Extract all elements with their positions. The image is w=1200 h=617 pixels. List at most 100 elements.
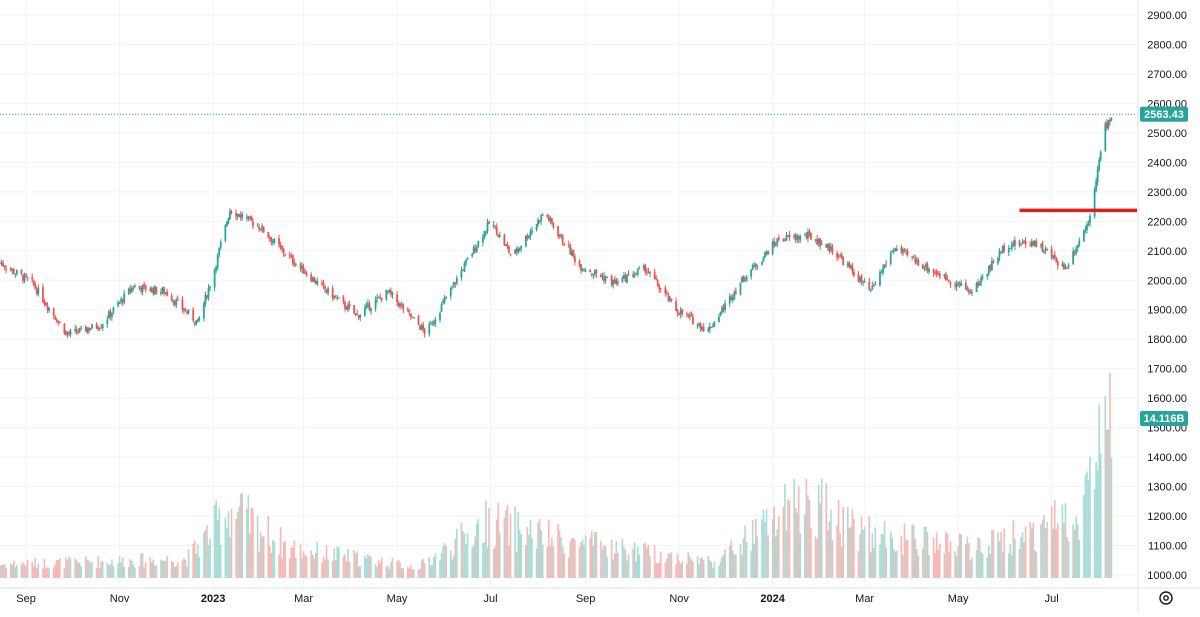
candle-body xyxy=(932,268,935,274)
candle-body xyxy=(120,298,123,303)
volume-bar xyxy=(327,559,329,578)
candle-body xyxy=(374,299,377,309)
candle-body xyxy=(935,271,938,275)
candle-body xyxy=(293,262,296,266)
volume-bar xyxy=(37,563,40,578)
candle-body xyxy=(42,287,44,303)
candle-body xyxy=(621,277,624,283)
volume-bar xyxy=(932,537,935,578)
volume-bar xyxy=(408,568,411,578)
volume-bar xyxy=(632,548,634,578)
volume-bar xyxy=(664,562,667,578)
candle-body xyxy=(1072,251,1075,265)
volume-bar xyxy=(391,557,394,578)
candle-body xyxy=(1023,241,1025,243)
candle-body xyxy=(333,295,336,298)
candle-body xyxy=(879,272,881,286)
price-axis[interactable]: 2900.002800.002700.002600.002500.002400.… xyxy=(1137,0,1187,612)
volume-bar xyxy=(160,559,162,578)
volume-bar xyxy=(799,533,802,578)
volume-bar xyxy=(192,544,194,578)
volume-bar xyxy=(574,539,576,578)
volume-bar xyxy=(702,559,705,578)
candle-body xyxy=(1046,249,1048,251)
volume-bar xyxy=(278,554,280,578)
candle-body xyxy=(495,226,498,236)
candle-body xyxy=(606,277,608,279)
volume-bar xyxy=(410,565,412,578)
candle-body xyxy=(422,324,425,330)
volume-bar xyxy=(592,545,595,578)
volume-bar xyxy=(184,559,187,578)
volume-bar xyxy=(698,564,700,578)
volume-bar xyxy=(774,536,777,578)
candle-body xyxy=(767,251,769,255)
candle-body xyxy=(43,301,46,305)
volume-bar xyxy=(584,535,587,578)
volume-bar xyxy=(475,523,478,578)
candle-body xyxy=(288,254,291,257)
volume-bar xyxy=(905,540,907,578)
candle-body xyxy=(348,303,351,307)
candle-body xyxy=(439,312,441,321)
volume-bar xyxy=(1096,470,1099,578)
time-tick-label: Mar xyxy=(855,593,874,605)
candle-body xyxy=(808,231,811,234)
candle-body xyxy=(788,235,791,238)
volume-bar xyxy=(22,562,24,578)
candle-body xyxy=(482,237,484,243)
volume-bar xyxy=(166,556,168,578)
volume-bar xyxy=(140,553,142,578)
volume-bar xyxy=(830,509,832,578)
gear-icon[interactable] xyxy=(1159,591,1173,605)
candle-body xyxy=(408,309,411,313)
candle-body xyxy=(623,275,625,279)
candle-body xyxy=(342,296,345,302)
volume-bar xyxy=(503,517,506,578)
volume-bar xyxy=(134,567,136,578)
time-axis[interactable]: Sep Nov 2023 Mar May Jul Sep Nov 2024 Mar May Jul xyxy=(0,587,1200,605)
candle-body xyxy=(302,266,305,274)
candle-body xyxy=(474,248,477,251)
volume-bar xyxy=(269,546,271,578)
candle-body xyxy=(1044,249,1047,251)
volume-bar xyxy=(730,540,733,578)
candle-body xyxy=(644,265,647,273)
volume-bar xyxy=(526,526,529,578)
volume-bar xyxy=(121,557,124,578)
volume-bar xyxy=(57,560,60,578)
volume-bar xyxy=(955,556,958,578)
candle-body xyxy=(129,288,132,292)
candle-body xyxy=(600,274,602,278)
candle-body xyxy=(635,273,638,275)
volume-bar xyxy=(295,557,297,578)
volume-bar xyxy=(520,534,523,578)
candle-body xyxy=(1110,118,1113,121)
candle-body xyxy=(517,248,520,253)
candle-body xyxy=(1078,240,1081,246)
volume-bar xyxy=(282,542,285,578)
candle-body xyxy=(406,308,409,310)
candle-body xyxy=(560,234,562,237)
volume-bar xyxy=(606,556,608,578)
time-tick-label: Sep xyxy=(16,593,36,605)
candle-body xyxy=(97,327,100,330)
candle-body xyxy=(762,256,765,262)
volume-bar xyxy=(0,564,1,578)
volume-bar xyxy=(224,517,227,578)
candle-body xyxy=(894,248,897,251)
candle-body xyxy=(345,307,348,310)
volume-bar xyxy=(150,562,153,578)
volume-bar xyxy=(540,530,542,578)
candle-body xyxy=(445,297,448,299)
candle-body xyxy=(713,321,716,327)
volume-bar xyxy=(687,552,690,578)
volume-bar xyxy=(302,551,305,578)
candle-body xyxy=(1021,241,1024,244)
price-tick-label: 2500.00 xyxy=(1147,128,1187,140)
candle-body xyxy=(440,304,443,312)
candle-body xyxy=(337,297,340,299)
volume-bar xyxy=(848,527,851,578)
